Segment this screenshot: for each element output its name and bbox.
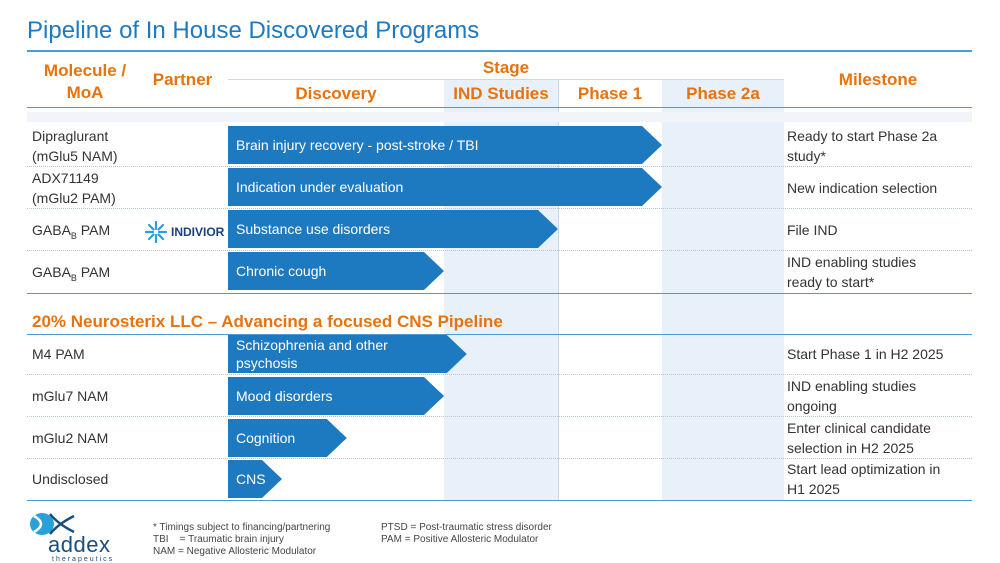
row-separator (27, 416, 972, 417)
header-molecule: Molecule / MoA (43, 61, 127, 102)
phase1-column-line (558, 80, 559, 500)
header-partner: Partner (152, 70, 213, 89)
milestone-m4-pam: Start Phase 1 in H2 2025 (787, 346, 944, 362)
milestone-mglu7-nam: IND enabling studies ongoing (787, 378, 917, 414)
header-phase1: Phase 1 (577, 84, 643, 103)
header-ind: IND Studies (453, 84, 549, 103)
milestone-adx71149: New indication selection (787, 180, 938, 196)
footnotes-right: PTSD = Post-traumatic stress disorder PA… (381, 522, 552, 545)
row-separator (27, 374, 972, 375)
neurosterix-progress-arrow: CNS (228, 460, 282, 498)
stage-divider (228, 79, 784, 80)
molecule-gabab-pam-2: GABAB PAM (32, 264, 111, 283)
partner-indivior-text: INDIVIOR (171, 225, 225, 239)
addex-emblem-icon (30, 513, 75, 535)
neurosterix-progress-arrow: Mood disorders (228, 377, 444, 415)
milestone-mglu2-nam: Enter clinical candidate selection in H2… (787, 420, 931, 456)
page-title: Pipeline of In House Discovered Programs (27, 17, 480, 44)
row-separator (27, 250, 972, 251)
row-separator (27, 166, 972, 167)
program-progress-arrow: Chronic cough (228, 252, 444, 290)
section2-rule (27, 334, 972, 335)
milestone-gabab-1: File IND (787, 222, 838, 238)
neurosterix-progress-arrow: Schizophrenia and other psychosis (228, 335, 467, 373)
neurosterix-progress-arrow: Cognition (228, 419, 347, 457)
table-bottom-rule (27, 500, 972, 501)
molecule-m4-pam: M4 PAM (32, 346, 85, 362)
molecule-dipraglurant: Dipraglurant (mGlu5 NAM) (32, 128, 118, 164)
program-progress-arrow: Substance use disorders (228, 210, 558, 248)
footnotes-left: * Timings subject to financing/partnerin… (153, 522, 331, 557)
row-separator (27, 208, 972, 209)
header-rule (27, 107, 972, 108)
section1-rule (27, 293, 972, 294)
addex-logo-word: addex (48, 532, 111, 557)
phase2a-column-band (662, 80, 784, 500)
milestone-gabab-2: IND enabling studies ready to start* (787, 254, 917, 290)
header-stage: Stage (482, 58, 530, 77)
program-progress-arrow: Indication under evaluation (228, 168, 662, 206)
addex-logo-sub: therapeutics (52, 556, 115, 563)
header-milestone: Milestone (838, 70, 918, 89)
row-separator (27, 458, 972, 459)
indivior-emblem-icon (145, 221, 167, 243)
milestone-undisclosed: Start lead optimization in H1 2025 (787, 461, 941, 497)
molecule-adx71149: ADX71149 (mGlu2 PAM) (32, 170, 116, 206)
molecule-mglu7-nam: mGlu7 NAM (32, 388, 109, 404)
title-rule (27, 50, 972, 52)
partner-indivior-logo: INDIVIOR (145, 221, 224, 243)
molecule-mglu2-nam: mGlu2 NAM (32, 430, 109, 446)
header-spacer (27, 112, 972, 122)
neurosterix-section-title: 20% Neurosterix LLC – Advancing a focuse… (32, 312, 503, 331)
milestone-dipraglurant: Ready to start Phase 2a study* (787, 128, 938, 164)
header-discovery: Discovery (295, 84, 377, 103)
molecule-gabab-pam-1: GABAB PAM (32, 222, 111, 241)
molecule-undisclosed: Undisclosed (32, 471, 109, 487)
program-progress-arrow: Brain injury recovery - post-stroke / TB… (228, 126, 662, 164)
header-phase2a: Phase 2a (686, 84, 760, 103)
